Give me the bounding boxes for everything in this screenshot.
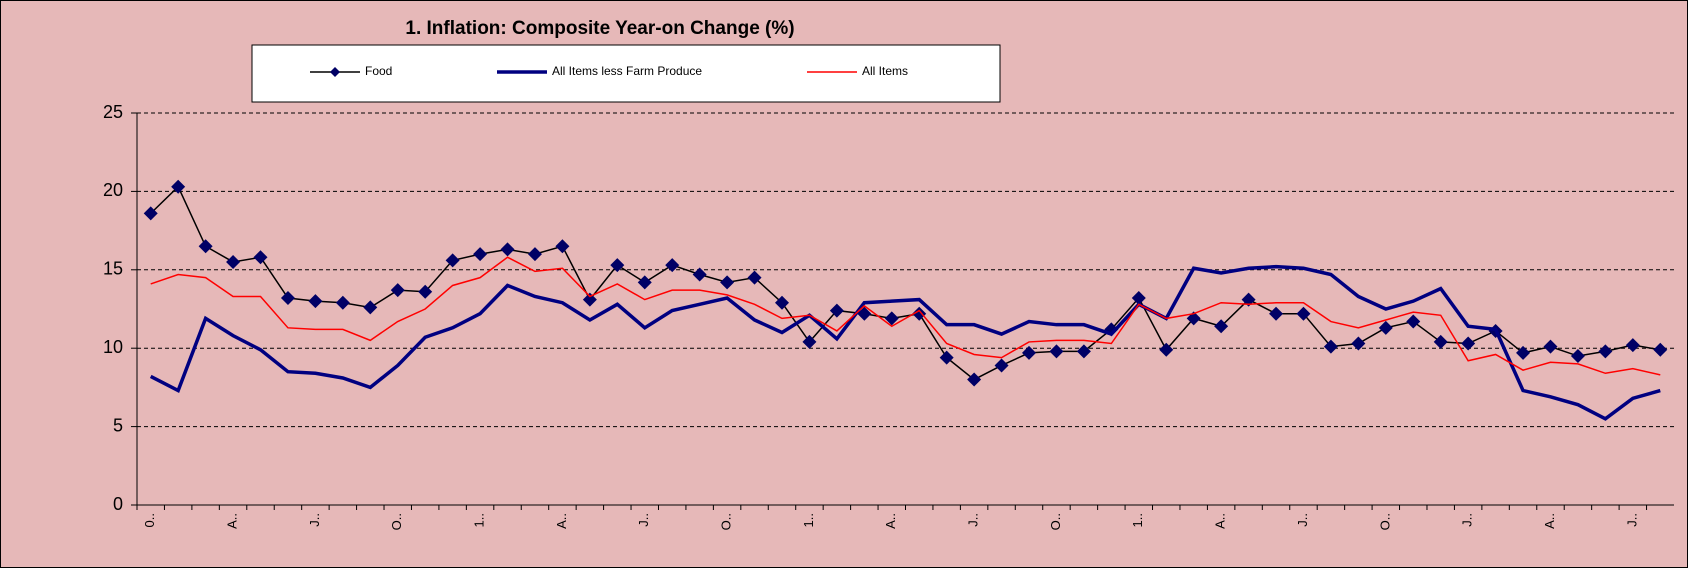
data-marker (1076, 344, 1091, 359)
data-marker (692, 267, 707, 282)
data-marker (637, 275, 652, 290)
data-marker (1516, 345, 1531, 360)
x-tick-label: 1.. (1130, 513, 1145, 527)
data-marker (994, 358, 1009, 373)
y-tick-label: 10 (103, 337, 123, 357)
legend-label: All Items (862, 64, 908, 78)
data-marker (884, 311, 899, 326)
data-marker (1406, 314, 1421, 329)
data-marker (665, 258, 680, 273)
x-tick-label: A.. (554, 513, 569, 529)
data-marker (335, 295, 350, 310)
x-tick-label: J.. (1624, 513, 1639, 527)
data-marker (1296, 306, 1311, 321)
data-marker (1570, 349, 1585, 364)
data-marker (1022, 345, 1037, 360)
data-marker (939, 350, 954, 365)
x-tick-label: J.. (307, 513, 322, 527)
data-marker (610, 258, 625, 273)
legend-label: All Items less Farm Produce (552, 64, 702, 78)
x-tick-label: A.. (883, 513, 898, 529)
data-marker (1598, 344, 1613, 359)
data-marker (912, 306, 927, 321)
data-marker (774, 295, 789, 310)
chart-title: 1. Inflation: Composite Year-on Change (… (405, 18, 794, 39)
legend-label: Food (365, 64, 392, 78)
data-marker (555, 239, 570, 254)
series-line (149, 264, 1661, 421)
x-tick-label: O.. (1377, 513, 1392, 530)
data-marker (143, 206, 158, 221)
x-tick-label: O.. (719, 513, 734, 530)
x-tick-label: J.. (1295, 513, 1310, 527)
data-marker (198, 239, 213, 254)
legend (251, 44, 1001, 103)
y-tick-label: 20 (103, 180, 123, 200)
x-tick-label: A.. (1213, 513, 1228, 529)
data-marker (747, 270, 762, 285)
data-marker (1159, 342, 1174, 357)
data-marker (1433, 334, 1448, 349)
series-line (150, 256, 1661, 376)
x-tick-label: A.. (225, 513, 240, 529)
x-tick-label: 1.. (801, 513, 816, 527)
data-marker (829, 303, 844, 318)
x-tick-label: J.. (636, 513, 651, 527)
x-tick-label: O.. (389, 513, 404, 530)
data-marker (171, 179, 186, 194)
y-tick-label: 0 (113, 494, 123, 514)
x-tick-label: J.. (966, 513, 981, 527)
y-tick-label: 15 (103, 259, 123, 279)
data-marker (967, 372, 982, 387)
data-marker (363, 300, 378, 315)
x-tick-label: O.. (1048, 513, 1063, 530)
y-tick-label: 5 (113, 415, 123, 435)
x-tick-label: J.. (1460, 513, 1475, 527)
data-marker (445, 253, 460, 268)
data-marker (802, 334, 817, 349)
x-tick-label: 1.. (472, 513, 487, 527)
data-marker (1269, 306, 1284, 321)
data-marker (1351, 336, 1366, 351)
data-marker (582, 292, 597, 307)
data-marker (418, 284, 433, 299)
data-marker (308, 294, 323, 309)
data-marker (1049, 344, 1064, 359)
data-marker (1323, 339, 1338, 354)
data-marker (720, 275, 735, 290)
data-marker (1653, 342, 1668, 357)
data-marker (253, 250, 268, 265)
data-marker (390, 283, 405, 298)
data-marker (1543, 339, 1558, 354)
data-marker (1461, 336, 1476, 351)
data-marker (527, 247, 542, 262)
x-tick-label: A.. (1542, 513, 1557, 529)
data-marker (226, 254, 241, 269)
data-marker (1625, 338, 1640, 353)
data-marker (500, 242, 515, 257)
legend-marker (330, 67, 340, 77)
data-marker (280, 291, 295, 306)
data-marker (1241, 292, 1256, 307)
data-marker (1214, 319, 1229, 334)
data-marker (473, 247, 488, 262)
x-tick-label: 0.. (142, 513, 157, 527)
data-marker (1131, 291, 1146, 306)
y-tick-label: 25 (103, 102, 123, 122)
data-marker (1378, 320, 1393, 335)
